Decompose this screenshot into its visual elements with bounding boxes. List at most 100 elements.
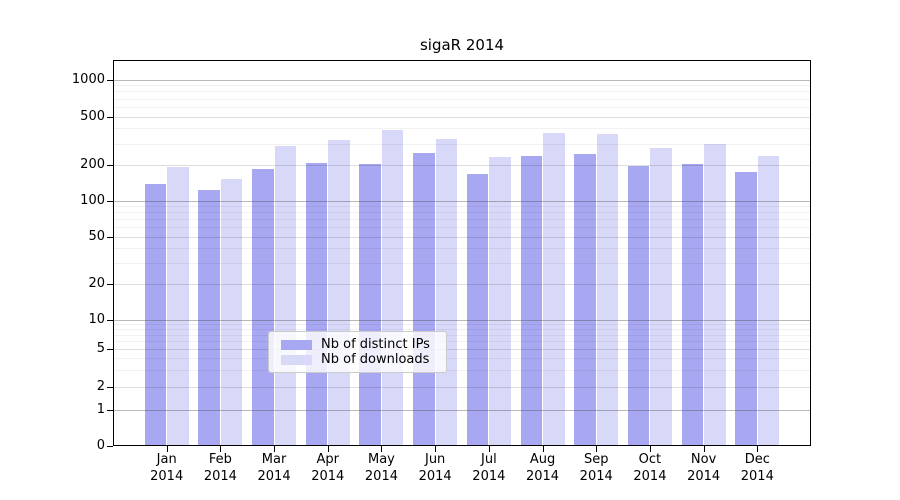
gridline-minor [113,334,811,336]
x-axis-tick-label: Sep 2014 [579,452,613,484]
y-axis-tick-label: 10 [88,311,105,327]
bar-distinct-ips-feb [198,189,220,446]
gridline-major [113,201,811,202]
bar-downloads-dec [757,156,780,446]
y-tick-mark [107,236,113,238]
y-tick-mark [107,349,113,350]
gridline-minor [113,91,811,93]
x-tick-mark [327,446,329,452]
gridline-minor [113,247,811,249]
x-axis-tick-label: Jun 2014 [418,452,452,484]
gridline-minor [113,106,811,108]
y-tick-mark [107,116,113,118]
y-axis-tick-label: 0 [96,438,105,453]
y-axis-tick-label: 50 [88,228,105,244]
bar-distinct-ips-dec [735,172,757,446]
y-tick-mark [107,79,113,81]
x-axis-tick-label: Apr 2014 [311,452,345,484]
plot-area [113,60,811,446]
gridline-minor [113,341,811,343]
x-tick-mark [488,446,490,452]
gridline-minor [113,128,811,130]
bar-distinct-ips-oct [627,165,650,446]
gridline-major [113,410,811,411]
bar-downloads-aug [543,133,565,446]
bar-distinct-ips-aug [520,156,543,446]
y-tick-mark [107,201,113,202]
x-axis-tick-label: Nov 2014 [687,452,721,484]
bar-downloads-nov [704,144,726,446]
gridline-minor [113,328,811,330]
x-axis-tick-label: Jan 2014 [150,452,184,484]
x-tick-mark [703,446,705,452]
gridline-minor [113,85,811,87]
bar-downloads-may [381,129,404,446]
gridline-minor [113,227,811,229]
y-axis-tick-label: 500 [80,108,105,124]
y-axis-tick-label: 100 [80,193,105,208]
bar-downloads-apr [328,140,350,446]
x-axis-tick-label: Dec 2014 [740,452,774,484]
x-tick-mark [381,446,383,452]
gridline-minor [113,212,811,214]
y-tick-mark [107,165,113,166]
x-axis-tick-label: Mar 2014 [257,452,291,484]
gridline [113,386,811,388]
x-tick-mark [649,446,651,452]
x-axis-tick-label: Aug 2014 [525,452,560,484]
gridline-minor [113,358,811,360]
y-tick-mark [107,283,113,285]
x-axis-tick-label: Feb 2014 [203,452,237,484]
bar-downloads-mar [274,145,297,446]
bar-distinct-ips-jul [466,174,489,446]
x-tick-mark [166,446,168,452]
legend: Nb of distinct IPs Nb of downloads [268,331,447,373]
gridline-minor [113,369,811,371]
bar-downloads-jul [489,157,511,446]
legend-swatch-downloads [281,354,312,365]
y-tick-mark [107,386,113,388]
x-axis-tick-label: May 2014 [364,452,398,484]
gridline-minor [113,262,811,264]
x-axis-tick-label: Jul 2014 [472,452,506,484]
y-axis-tick-label: 200 [80,157,105,172]
chart-title: sigaR 2014 [419,36,505,54]
legend-label-downloads: Nb of downloads [321,351,430,367]
gridline-minor [113,206,811,208]
gridline [113,349,811,350]
x-tick-mark [596,446,598,452]
x-tick-mark [274,446,276,452]
bar-distinct-ips-sep [574,154,596,446]
bar-downloads-sep [596,133,619,446]
y-tick-mark [107,446,113,447]
x-axis-tick-label: Oct 2014 [633,452,667,484]
y-axis-tick-label: 2 [96,378,105,394]
y-axis-tick-label: 20 [88,275,105,291]
x-tick-mark [435,446,437,452]
gridline-minor [113,98,811,100]
bar-distinct-ips-jan [144,184,167,446]
gridline-major [113,319,811,321]
legend-item-downloads: Nb of downloads [281,352,438,367]
gridline [113,116,811,118]
gridline-minor [113,143,811,145]
y-axis-tick-label: 5 [96,341,105,356]
y-axis-tick-label: 1 [96,402,105,417]
bar-distinct-ips-jun [413,152,435,446]
gridline [113,283,811,285]
y-axis-tick-label: 1000 [71,71,105,87]
gridline-minor [113,323,811,325]
y-tick-mark [107,410,113,411]
x-tick-mark [220,446,222,452]
x-tick-mark [757,446,759,452]
bar-distinct-ips-mar [252,169,274,446]
gridline [113,165,811,166]
gridline-major [113,79,811,81]
bar-downloads-jun [435,138,458,446]
bar-distinct-ips-apr [305,162,328,446]
gridline-minor [113,219,811,221]
bar-downloads-jan [167,166,189,446]
bar-downloads-oct [650,147,672,446]
legend-label-distinct-ips: Nb of distinct IPs [321,336,430,352]
